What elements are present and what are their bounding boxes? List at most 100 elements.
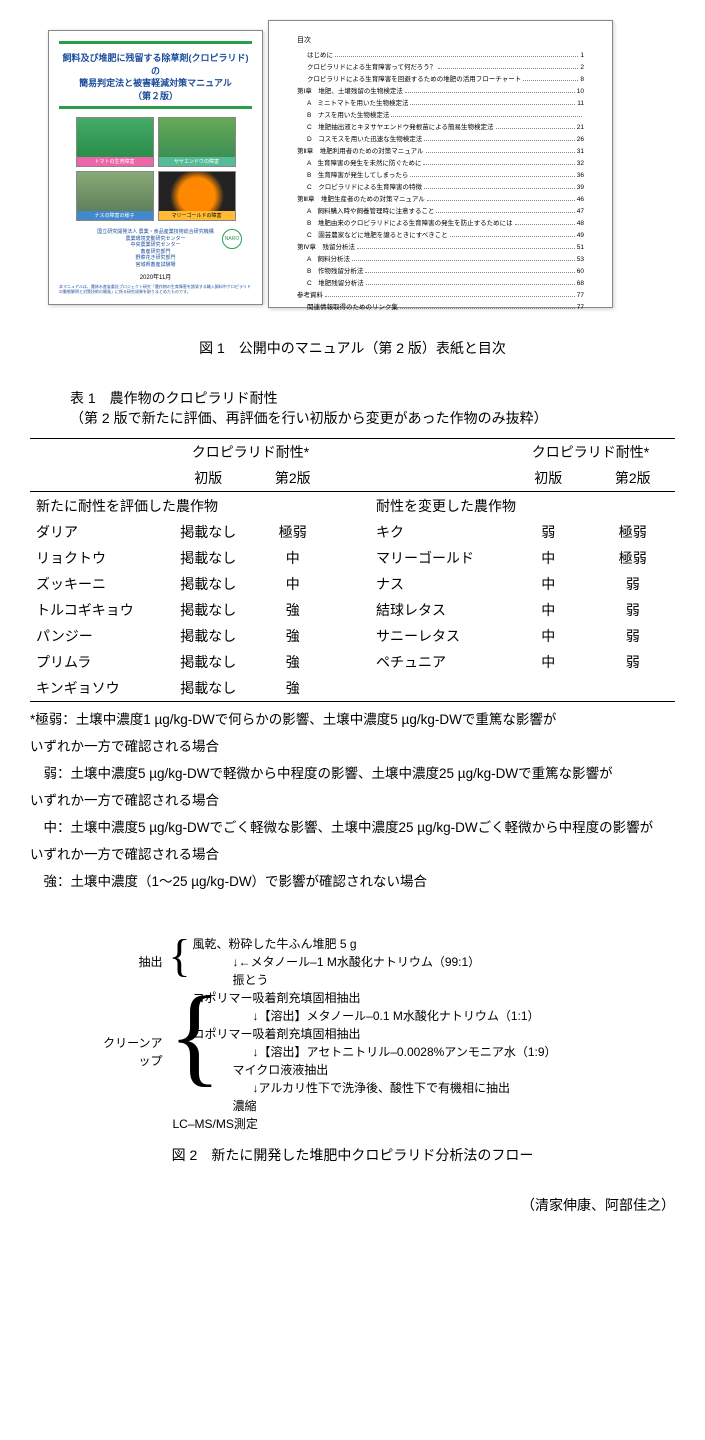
- toc-page: 68: [577, 280, 584, 287]
- crop-name: [370, 675, 506, 702]
- toc-line: D コスモスを用いた迅速な生物検定法 26: [297, 133, 584, 143]
- toc-dots: [400, 308, 575, 309]
- cover-photo: マリーゴールドの障害: [158, 171, 236, 221]
- flow-arrow: ↓アルカリ性下で洗浄後、酸性下で有機相に抽出: [183, 1079, 603, 1097]
- toc-dots: [496, 128, 575, 129]
- crop-v2: 極弱: [250, 519, 334, 545]
- toc-line: C 堆肥残留分析法68: [297, 277, 584, 287]
- figure1-pages: 飼料及び堆肥に残留する除草剤(クロピラリド)の 簡易判定法と被害軽減対策マニュア…: [30, 20, 675, 320]
- crop-v1: 掲載なし: [166, 519, 250, 545]
- cover-title-l1: 飼料及び堆肥に残留する除草剤(クロピラリド)の: [63, 53, 249, 76]
- toc-page: 60: [577, 268, 584, 275]
- table-row: パンジー掲載なし強 サニーレタス中弱: [30, 623, 675, 649]
- cover-photo-label: トマトの生育障害: [77, 157, 153, 166]
- toc-label: D コスモスを用いた迅速な生物検定法: [307, 133, 422, 143]
- footnote-line: いずれか一方で確認される場合: [30, 733, 675, 760]
- toc-dots: [423, 164, 574, 165]
- crop-v2: 強: [250, 675, 334, 702]
- crop-name: 結球レタス: [370, 597, 506, 623]
- crop-v1: 掲載なし: [166, 675, 250, 702]
- cover-photo-label: マリーゴールドの障害: [159, 211, 235, 220]
- flow-step: 振とう: [183, 971, 603, 989]
- crop-name: ナス: [370, 571, 506, 597]
- toc-line: クロピラリドによる生育障害を回避するための堆肥の活用フローチャート8: [297, 73, 584, 83]
- crop-name: トルコギキョウ: [30, 597, 166, 623]
- thead-v1: 初版: [506, 465, 590, 492]
- naro-logo-icon: NARO: [222, 229, 242, 249]
- table1-footnotes: *極弱：土壌中濃度1 µg/kg-DWで何らかの影響、土壌中濃度5 µg/kg-…: [30, 706, 675, 895]
- toc-page: 11: [577, 100, 584, 107]
- cover-photo-label: サヤエンドウの障害: [159, 157, 235, 166]
- thead-group-left: クロピラリド耐性*: [166, 439, 335, 466]
- toc-label: A 生育障害の発生を未然に防ぐために: [307, 157, 421, 167]
- crop-v1: 中: [506, 623, 590, 649]
- toc-page: 8: [580, 76, 584, 83]
- toc-page: 48: [577, 220, 584, 227]
- flow-step: マイクロ液液抽出: [183, 1061, 603, 1079]
- toc-line: A ミニトマトを用いた生物検定法11: [297, 97, 584, 107]
- toc-dots: [410, 104, 575, 105]
- footnote-line: いずれか一方で確認される場合: [30, 787, 675, 814]
- toc-dots: [366, 284, 575, 285]
- thead-v1: 初版: [166, 465, 250, 492]
- crop-name: リョクトウ: [30, 545, 166, 571]
- toc-page: 77: [577, 292, 584, 299]
- table-section-left: 新たに耐性を評価した農作物: [30, 492, 335, 520]
- toc-line: クロピラリドによる生育障害って何だろう？2: [297, 61, 584, 71]
- toc-dots: [436, 212, 574, 213]
- toc-line: A 生育障害の発生を未然に防ぐために 32: [297, 157, 584, 167]
- figure1-caption: 図 1 公開中のマニュアル（第 2 版）表紙と目次: [30, 338, 675, 358]
- toc-page: 31: [577, 148, 584, 155]
- toc-page: 26: [577, 136, 584, 143]
- toc-dots: [365, 272, 574, 273]
- toc-line: 第Ⅰ章 堆肥、土壌残留の生物検定法10: [297, 85, 584, 95]
- toc-page: 39: [577, 184, 584, 191]
- crop-v2: 強: [250, 597, 334, 623]
- cover-org-line: 中央農業研究センター: [130, 242, 180, 248]
- crop-v1: 掲載なし: [166, 571, 250, 597]
- toc-label: クロピラリドによる生育障害って何だろう？: [307, 61, 436, 71]
- toc-label: C 堆肥抽出液とキヌサヤエンドウ発根苗による簡易生物検定法: [307, 121, 494, 131]
- toc-page: 32: [577, 160, 584, 167]
- crop-v1: 掲載なし: [166, 623, 250, 649]
- toc-line: B 生育障害が発生してしまったら36: [297, 169, 584, 179]
- toc-label: 第Ⅳ章 残留分析法: [297, 241, 355, 251]
- toc-page: 77: [577, 304, 584, 311]
- toc-label: B 作物残留分析法: [307, 265, 363, 275]
- crop-v2: 弱: [590, 623, 675, 649]
- toc-line: C クロピラリドによる生育障害の特徴39: [297, 181, 584, 191]
- crop-v2: 強: [250, 623, 334, 649]
- crop-v1: 中: [506, 571, 590, 597]
- toc-page: 46: [577, 196, 584, 203]
- toc-label: C 園芸農家などに堆肥を譲るときにすべきこと: [307, 229, 448, 239]
- flow-arrow: ↓【溶出】メタノール–0.1 M水酸化ナトリウム（1:1）: [183, 1007, 603, 1025]
- toc-page: 49: [577, 232, 584, 239]
- table-row: キンギョソウ掲載なし強: [30, 675, 675, 702]
- cover-org-line: 野菜花き研究部門: [135, 255, 175, 261]
- toc-line: はじめに1: [297, 49, 584, 59]
- cover-photo-label: ナスの障害の様子: [77, 211, 153, 220]
- crop-name: サニーレタス: [370, 623, 506, 649]
- toc-label: 第Ⅱ章 堆肥利用者のための対策マニュアル: [297, 145, 424, 155]
- crop-name: ペチュニア: [370, 649, 506, 675]
- crop-name: プリムラ: [30, 649, 166, 675]
- toc-line: A 飼料分析法53: [297, 253, 584, 263]
- flowchart: 抽出 { 風乾、粉砕した牛ふん堆肥 5 g ↓←メタノール–1 M水酸化ナトリウ…: [103, 935, 603, 1133]
- cover-org-line: 国立研究開発法人 農業・食品産業技術総合研究機構: [97, 229, 213, 235]
- table1-title: 表 1 農作物のクロピラリド耐性: [70, 388, 675, 408]
- toc-label: A 飼料購入時や飼養管理時に注意すること: [307, 205, 434, 215]
- toc-dots: [515, 224, 575, 225]
- crop-name: キンギョソウ: [30, 675, 166, 702]
- cover-photo: トマトの生育障害: [76, 117, 154, 167]
- toc-dots: [325, 296, 575, 297]
- toc-line: 第Ⅱ章 堆肥利用者のための対策マニュアル 31: [297, 145, 584, 155]
- toc-label: はじめに: [307, 49, 333, 59]
- flow-step: 濃縮: [183, 1097, 603, 1115]
- crop-v1: 中: [506, 545, 590, 571]
- crop-name: パンジー: [30, 623, 166, 649]
- toc-line: B 堆肥由来のクロピラリドによる生育障害の発生を防止するためには48: [297, 217, 584, 227]
- toc-line: B ナスを用いた生物検定法: [297, 109, 584, 119]
- crop-v2: 弱: [590, 597, 675, 623]
- flow-label-extract: 抽出: [103, 935, 169, 989]
- cover-photo: サヤエンドウの障害: [158, 117, 236, 167]
